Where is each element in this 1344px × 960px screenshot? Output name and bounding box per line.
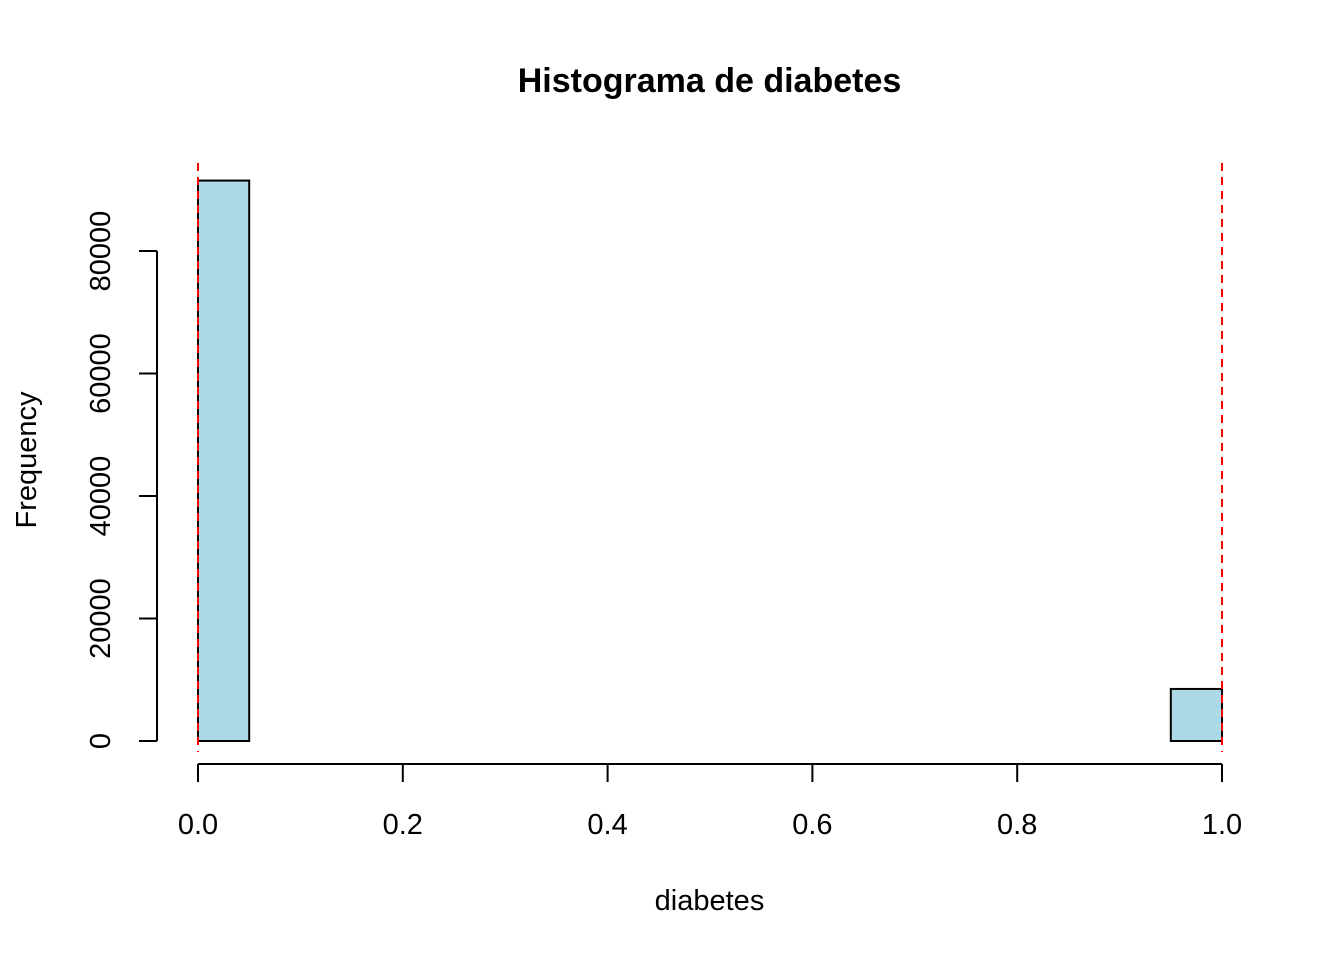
y-tick-label-4: 80000 — [85, 211, 117, 292]
histogram-bar-19 — [1169, 687, 1224, 742]
y-axis-label: Frequency — [11, 391, 43, 529]
y-tick-label-2: 40000 — [85, 456, 117, 537]
x-tick-label-3: 0.6 — [792, 809, 832, 841]
chart-title: Histograma de diabetes — [518, 62, 902, 100]
histogram-bar-0 — [197, 179, 251, 742]
y-axis: 0 20000 40000 60000 80000 — [85, 211, 158, 749]
x-tick-label-0: 0.0 — [178, 809, 218, 841]
y-tick-label-1: 20000 — [85, 578, 117, 659]
x-tick-label-5: 1.0 — [1202, 809, 1242, 841]
bars-group — [197, 179, 1224, 742]
x-axis: 0.0 0.2 0.4 0.6 0.8 1.0 — [178, 763, 1242, 841]
y-tick-label-0: 0 — [85, 733, 117, 749]
x-tick-label-1: 0.2 — [383, 809, 423, 841]
x-tick-label-2: 0.4 — [587, 809, 627, 841]
x-tick-label-4: 0.8 — [997, 809, 1037, 841]
y-tick-label-3: 60000 — [85, 333, 117, 414]
reference-lines-group — [197, 163, 1223, 752]
x-axis-label: diabetes — [655, 885, 765, 917]
